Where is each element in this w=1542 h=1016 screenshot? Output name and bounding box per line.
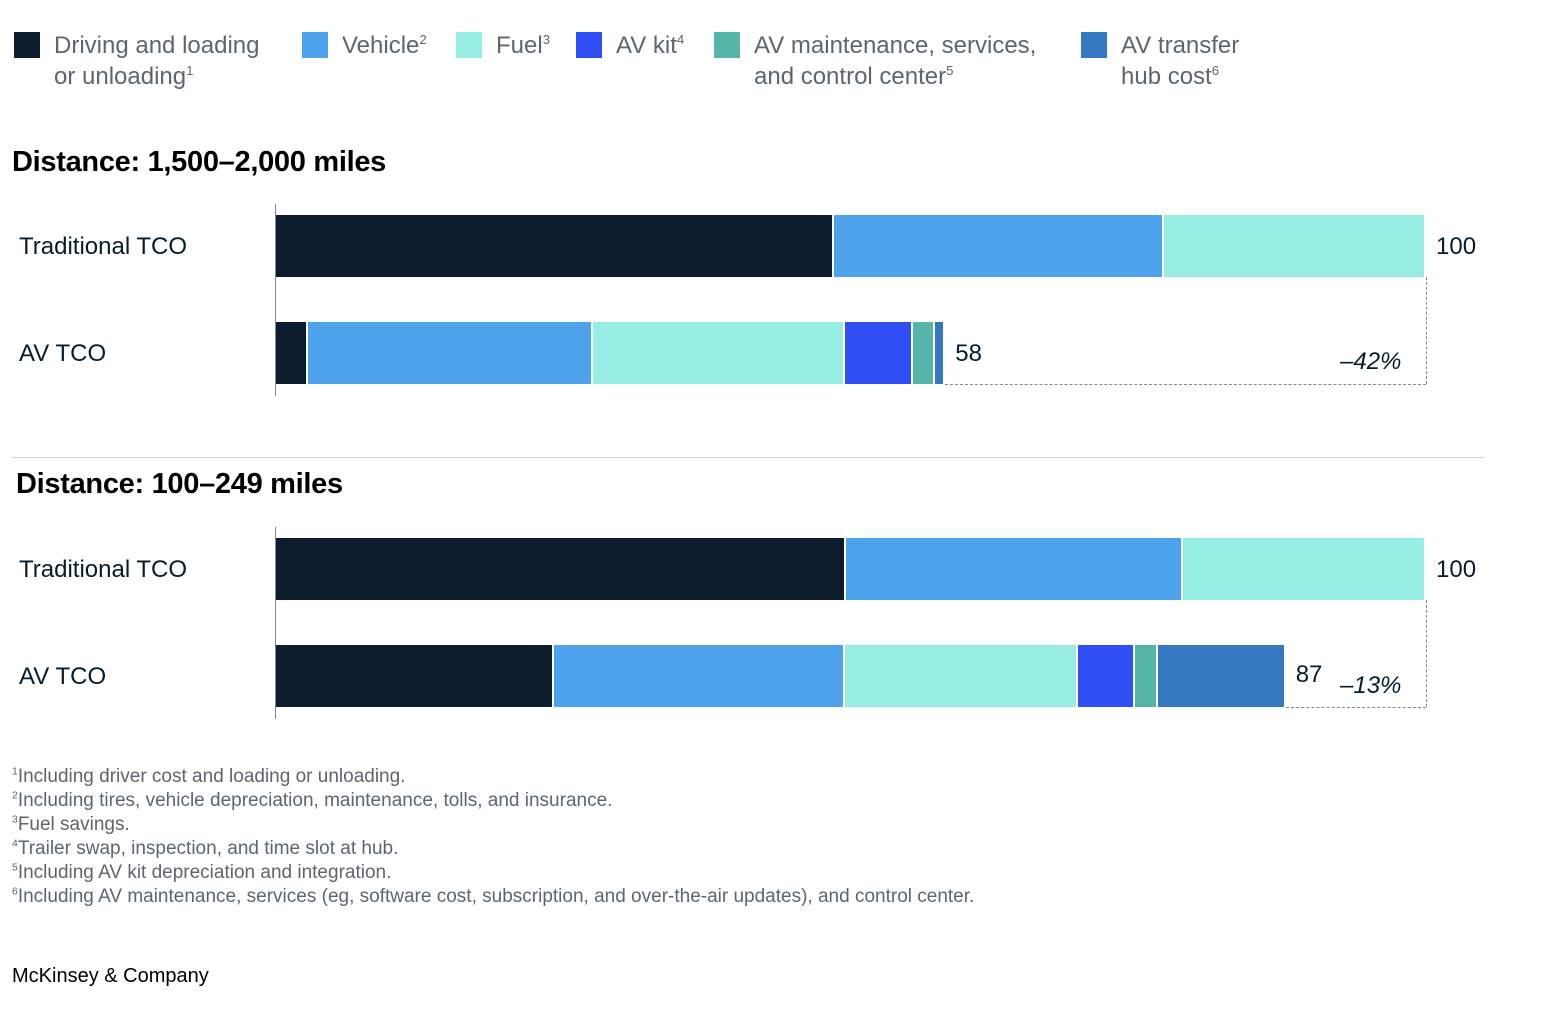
bar-segment-av-transfer-hub-cost <box>1158 645 1286 707</box>
bar-segment-av-kit <box>845 322 914 384</box>
legend: Driving and loading or unloading1 Vehicle… <box>14 30 1314 100</box>
legend-swatch-driving <box>14 32 40 58</box>
bar-segment-vehicle <box>833 215 1164 277</box>
bar-segment-av-transfer-hub-cost <box>934 322 946 384</box>
legend-swatch-av-kit <box>576 32 602 58</box>
legend-label-av-kit: AV kit4 <box>616 32 685 59</box>
bar-segment-fuel <box>593 322 846 384</box>
bar-segment-driving-and-loading-or-unloading <box>276 322 309 384</box>
footnote: 4Trailer swap, inspection, and time slot… <box>12 838 399 859</box>
legend-label-vehicle: Vehicle2 <box>342 32 427 59</box>
source-label: McKinsey & Company <box>12 965 209 987</box>
bar-segment-vehicle <box>846 538 1184 600</box>
legend-item-fuel: Fuel3 <box>456 30 550 61</box>
dashed-connector-short-horizontal <box>1285 707 1426 708</box>
footnote: 2Including tires, vehicle depreciation, … <box>12 790 613 811</box>
bar-segment-driving-and-loading-or-unloading <box>276 538 847 600</box>
row-label-av-tco: AV TCO <box>19 340 107 367</box>
bar-segment-fuel <box>1183 538 1426 600</box>
legend-label-av-maintenance: AV maintenance, services, and control cen… <box>754 32 1037 90</box>
footnote: 3Fuel savings. <box>12 814 130 835</box>
footnotes: 1Including driver cost and loading or un… <box>12 765 974 909</box>
change-label-short-distance: –13% <box>1340 672 1402 699</box>
bar-segment-vehicle <box>308 322 594 384</box>
dashed-connector-long-horizontal <box>945 384 1426 385</box>
bar-segment-vehicle <box>554 645 846 707</box>
axis-line-long-distance <box>275 204 276 396</box>
bar-segment-fuel <box>845 645 1078 707</box>
bar-segment-av-maintenance-services-and-control-center <box>913 322 935 384</box>
change-label-long-distance: –42% <box>1340 348 1402 375</box>
bar-segment-driving-and-loading-or-unloading <box>276 645 555 707</box>
row-label-traditional-tco: Traditional TCO <box>19 556 188 583</box>
panel-title-long-distance: Distance: 1,500–2,000 miles <box>12 146 386 178</box>
row-label-av-tco: AV TCO <box>19 663 107 690</box>
legend-label-fuel: Fuel3 <box>496 32 551 59</box>
legend-item-vehicle: Vehicle2 <box>302 30 427 61</box>
legend-label-driving: Driving and loading or unloading1 <box>54 32 260 90</box>
axis-line-short-distance <box>275 527 276 719</box>
legend-item-driving: Driving and loading or unloading1 <box>14 30 259 92</box>
legend-item-av-kit: AV kit4 <box>576 30 684 61</box>
panel-title-short-distance: Distance: 100–249 miles <box>16 468 343 500</box>
total-label-short-av: 87 <box>1295 661 1323 688</box>
bar-segment-fuel <box>1163 215 1426 277</box>
legend-swatch-vehicle <box>302 32 328 58</box>
dashed-connector-short-vertical <box>1426 600 1427 707</box>
footnote: 6Including AV maintenance, services (eg,… <box>12 886 975 907</box>
footnote: 1Including driver cost and loading or un… <box>12 766 406 787</box>
legend-label-av-transfer-hub: AV transfer hub cost6 <box>1121 32 1240 90</box>
legend-swatch-fuel <box>456 32 482 58</box>
total-label-long-traditional: 100 <box>1436 233 1477 260</box>
row-label-traditional-tco: Traditional TCO <box>19 233 188 260</box>
panel-divider <box>12 457 1484 458</box>
footnote: 5Including AV kit depreciation and integ… <box>12 862 392 883</box>
bar-segment-av-maintenance-services-and-control-center <box>1135 645 1159 707</box>
legend-item-av-transfer-hub: AV transfer hub cost6 <box>1081 30 1239 92</box>
total-label-short-traditional: 100 <box>1436 556 1477 583</box>
bar-segment-driving-and-loading-or-unloading <box>276 215 834 277</box>
bar-segment-av-kit <box>1077 645 1136 707</box>
legend-swatch-av-maintenance <box>714 32 740 58</box>
dashed-connector-long-vertical <box>1426 277 1427 384</box>
legend-swatch-av-transfer-hub <box>1081 32 1107 58</box>
total-label-long-av: 58 <box>955 340 982 367</box>
legend-item-av-maintenance: AV maintenance, services, and control cen… <box>714 30 1036 92</box>
